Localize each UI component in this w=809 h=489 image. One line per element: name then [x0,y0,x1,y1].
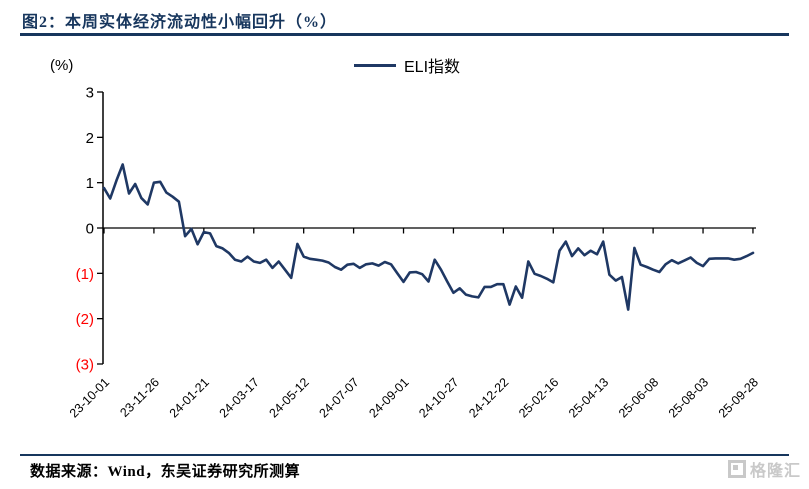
data-source: 数据来源：Wind，东吴证券研究所测算 [30,464,301,480]
x-tick-label: 24-10-27 [416,375,461,420]
y-tick-label: 3 [86,85,94,102]
x-tick-label: 24-01-21 [167,375,212,420]
title-divider [20,33,789,36]
y-tick-label: (2) [76,311,94,328]
gelonghui-logo-icon [727,460,746,478]
figure-title: 图2：本周实体经济流动性小幅回升（%） [22,14,338,31]
y-tick-label: 2 [86,130,94,147]
x-tick-label: 23-10-01 [67,375,112,420]
series-line-ELI指数 [102,163,755,311]
x-tick-label: 23-11-26 [117,375,162,420]
x-tick-label: 24-12-22 [466,375,511,420]
x-tick-label: 25-02-16 [516,375,561,420]
chart-legend: ELI指数 [354,53,460,77]
x-tick-label: 25-09-28 [716,375,761,420]
gelonghui-watermark: 格隆汇 [727,457,801,481]
y-tick-label: (3) [76,356,94,373]
y-tick-label: (1) [76,266,94,283]
watermark-label: 格隆汇 [749,463,801,480]
legend-line-swatch [354,63,396,67]
x-tick-label: 25-08-03 [666,375,711,420]
x-tick-label: 25-06-08 [616,375,661,420]
y-tick-label: 0 [86,221,94,238]
footer-divider [20,454,789,456]
x-tick-label: 25-04-13 [566,375,611,420]
x-tick-label: 24-09-01 [366,375,411,420]
y-axis-unit-label: (%) [50,57,74,74]
x-tick-label: 24-05-12 [267,375,312,420]
x-tick-label: 24-07-07 [316,375,361,420]
legend-label: ELI指数 [404,59,461,76]
y-tick-label: 1 [86,175,94,192]
x-tick-label: 24-03-17 [217,375,262,420]
